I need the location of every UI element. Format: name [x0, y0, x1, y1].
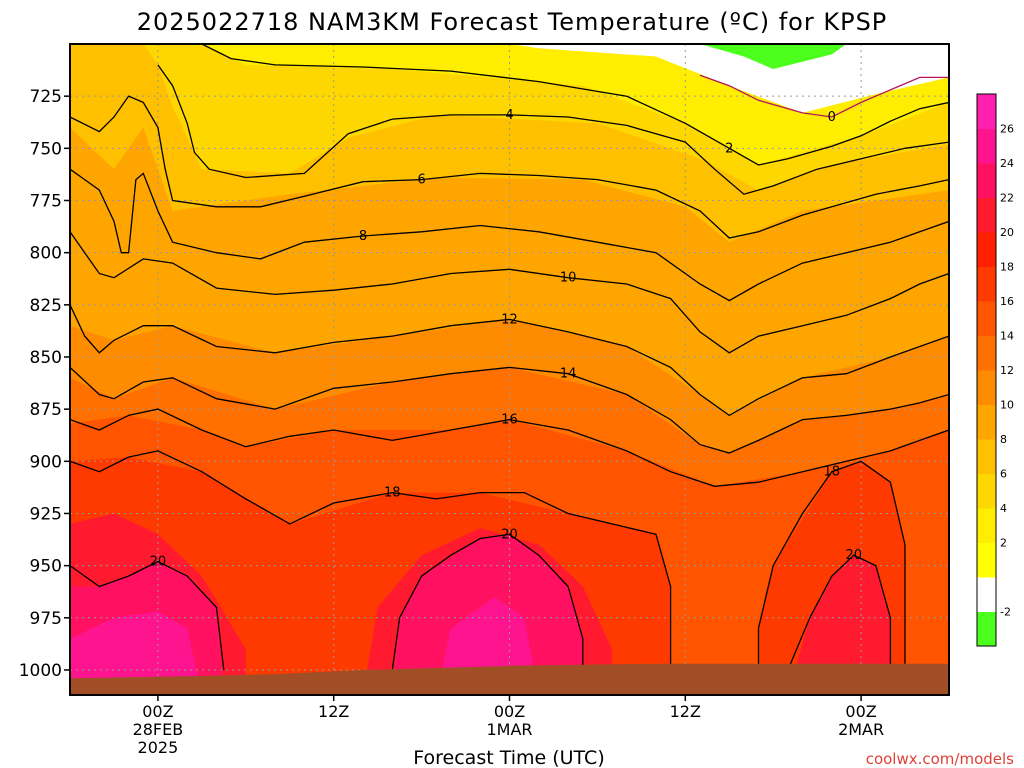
contour-line — [70, 450, 672, 670]
colorbar-label: 18 — [1000, 261, 1014, 274]
y-tick-label: 825 — [30, 296, 62, 316]
contour-line — [757, 460, 906, 670]
contour-line — [70, 168, 949, 302]
contour-label: 16 — [501, 413, 518, 428]
x-tick-label: 2025 — [138, 738, 179, 757]
y-tick-label: 725 — [30, 87, 62, 107]
colorbar-swatch — [977, 301, 996, 336]
contour-line — [787, 554, 892, 671]
contour-label: 0 — [828, 110, 836, 125]
colorbar-swatch — [977, 542, 996, 578]
contour-line — [699, 74, 949, 118]
colorbar-label: 20 — [1000, 226, 1014, 239]
y-tick-label: 1000 — [19, 661, 62, 681]
contour-label: 10 — [560, 271, 577, 286]
colorbar-label: 8 — [1000, 433, 1007, 446]
temperature-band — [700, 44, 847, 69]
y-axis: 725 750 775 800 825 850 875 900 925 950 975 1000 — [19, 87, 70, 681]
colorbar-swatch — [977, 128, 996, 164]
contour-line — [70, 408, 949, 487]
colorbar-swatch — [977, 473, 996, 509]
contour-line — [70, 231, 949, 354]
contour-label: 14 — [560, 367, 577, 382]
temperature-band — [787, 555, 891, 695]
x-tick-label: 28FEB — [133, 720, 184, 739]
contour-line — [70, 95, 949, 239]
colorbar-swatch — [977, 197, 996, 233]
y-tick-label: 875 — [30, 400, 62, 420]
contour-label: 20 — [846, 548, 863, 563]
x-tick-label: 1MAR — [486, 720, 532, 739]
contour-label: 18 — [384, 486, 401, 501]
colorbar-swatch — [977, 266, 996, 302]
colorbar-frame — [976, 93, 997, 647]
colorbar-label: 6 — [1000, 468, 1007, 481]
y-tick-label: 925 — [30, 504, 62, 524]
contour-line — [70, 304, 949, 417]
chart-title: 2025022718 NAM3KM Forecast Temperature (… — [137, 8, 888, 36]
colorbar-swatch — [977, 94, 996, 129]
colorbar-swatch — [977, 611, 996, 647]
colorbar-swatch — [977, 335, 996, 371]
colorbar-swatch — [977, 370, 996, 405]
y-tick-label: 775 — [30, 191, 62, 211]
contour-line — [157, 64, 949, 195]
colorbar-swatch — [977, 577, 996, 612]
x-tick-label: 2MAR — [838, 720, 884, 739]
y-tick-label: 800 — [30, 244, 62, 264]
contour-line — [391, 533, 584, 671]
colorbar-swatch — [977, 439, 996, 474]
colorbar-label: 16 — [1000, 295, 1014, 308]
y-tick-label: 750 — [30, 139, 62, 159]
colorbar-label: 24 — [1000, 157, 1014, 170]
contour-label: 18 — [824, 465, 841, 480]
contour-label: 6 — [417, 173, 425, 188]
colorbar-swatch — [977, 508, 996, 543]
watermark: coolwx.com/models — [866, 750, 1014, 768]
contour-label: 8 — [359, 229, 367, 244]
y-tick-label: 950 — [30, 557, 62, 577]
ground-layer — [70, 663, 949, 695]
x-tick-label: 00Z — [494, 702, 525, 721]
contour-layer: 0 2 4 6 8 10 12 14 16 18 20 20 20 18 — [70, 44, 949, 671]
x-tick-label: 00Z — [845, 702, 876, 721]
y-tick-label: 900 — [30, 452, 62, 472]
contour-label: 20 — [150, 554, 167, 569]
ground-terrain — [70, 663, 949, 695]
contour-label: 2 — [725, 141, 733, 156]
colorbar-label: -2 — [1000, 606, 1011, 619]
colorbar-swatch — [977, 163, 996, 198]
y-tick-label: 850 — [30, 348, 62, 368]
x-tick-label: 12Z — [670, 702, 701, 721]
temperature-band — [70, 611, 202, 695]
colorbar-label: 14 — [1000, 330, 1014, 343]
colorbar-label: 4 — [1000, 502, 1007, 515]
x-tick-label: 00Z — [142, 702, 173, 721]
contour-line — [201, 44, 949, 166]
colorbar-swatch — [977, 232, 996, 267]
colorbar-label: 26 — [1000, 123, 1014, 136]
contour-line — [70, 560, 225, 671]
contour-line — [70, 366, 949, 454]
y-tick-label: 975 — [30, 609, 62, 629]
contour-label: 12 — [501, 312, 518, 327]
colorbar-label: 12 — [1000, 364, 1014, 377]
colorbar-swatch — [977, 404, 996, 440]
contour-label: 4 — [505, 108, 513, 123]
x-tick-label: 12Z — [318, 702, 349, 721]
colorbar-label: 10 — [1000, 399, 1014, 412]
colorbar-label: 2 — [1000, 537, 1007, 550]
colorbar-label: 22 — [1000, 192, 1014, 205]
x-axis-label: Forecast Time (UTC) — [413, 747, 604, 768]
contour-label: 20 — [501, 527, 518, 542]
